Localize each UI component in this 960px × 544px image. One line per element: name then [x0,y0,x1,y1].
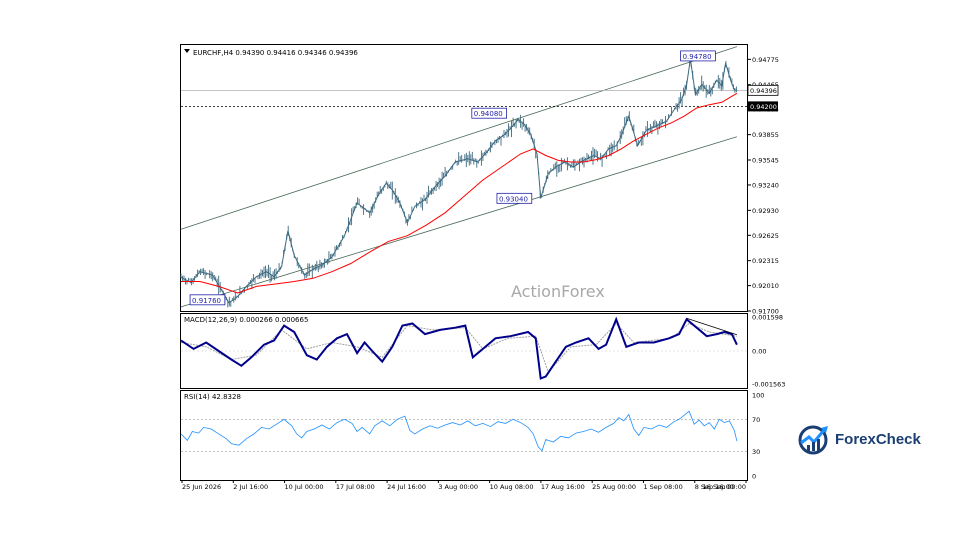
forexcheck-logo [797,423,927,455]
price-annotation-box [680,50,716,62]
macd-axis: 0.001598 0.00 -0.001563 [752,314,785,389]
time-tick-label: 25 Jun 2026 [182,483,221,491]
level-price-label: 0.94200 [750,103,777,111]
price-annotation-box [496,192,533,204]
annotations: 0.91760 0.94080 0.93040 0.94780 0.94396 0.942… [189,50,779,306]
time-axis: 25 Jun 2026 2 Jul 16:00 10 Jul 00:00 17 Jul… [181,480,747,491]
price-tick-label: 0.94775 [752,56,779,64]
price-bars [180,60,737,308]
price-annotation-label: 0.93040 [499,195,528,203]
time-tick-label: 8 Sep 16:00 [695,483,734,491]
price-panel-frame [180,44,748,312]
last-price-label: 0.94396 [750,87,777,95]
macd-trendline [686,317,738,336]
price-tick-label: 0.92010 [752,282,779,290]
rsi-series [180,410,747,452]
price-tick-label: 0.93240 [752,181,779,189]
dropdown-arrow-icon[interactable] [184,49,190,53]
watermark: ActionForex [511,282,605,301]
rsi-panel-frame [180,390,748,481]
rsi-tick-label: 100 [752,392,764,400]
price-annotation-label: 0.91760 [192,297,221,305]
price-annotation-label: 0.94780 [683,53,712,61]
time-tick-label: 1 Sep 08:00 [643,483,682,491]
price-tick-label: 0.93545 [752,156,779,164]
channel-lower-line [180,136,738,308]
rsi-axis: 100 70 30 0 [752,392,764,481]
rsi-tick-label: 0 [752,472,756,480]
macd-tick-label: 0.001598 [752,314,783,322]
macd-signal-line [180,322,737,374]
price-line [180,58,737,304]
time-tick-label: 25 Aug 00:00 [592,483,636,491]
time-tick-label: 2 Jul 16:00 [233,483,268,491]
macd-panel-frame [180,313,748,389]
price-annotation-label: 0.94080 [474,110,503,118]
globe-icon [798,425,828,455]
macd-tick-label: 0.00 [752,348,766,356]
rsi-line [180,410,738,452]
last-price-box [747,84,779,96]
macd-series [180,316,747,380]
price-tick-label: 0.93855 [752,131,779,139]
moving-average-line [181,92,738,294]
macd-tick-label: -0.001563 [752,381,785,389]
time-tick-label: 16 Sep 00:00 [703,483,746,491]
level-price-box [748,101,778,112]
macd-line [180,316,738,380]
price-tick-label: 0.91700 [752,308,779,316]
price-tick-label: 0.92930 [752,207,779,215]
price-annotation-box [189,294,226,306]
chart-header: EURCHF,H4 0.94390 0.94416 0.94346 0.9439… [193,49,358,57]
brand-name: ForexCheck [835,431,921,448]
price-annotation-box [471,107,508,119]
time-tick-label: 3 Aug 00:00 [438,483,478,491]
time-tick-label: 24 Jul 16:00 [387,483,426,491]
time-tick-label: 17 Aug 16:00 [541,483,585,491]
price-tick-label: 0.92315 [752,257,779,265]
rsi-tick-label: 30 [752,448,760,456]
rsi-label: RSI(14) 42.8328 [184,393,241,401]
time-tick-label: 17 Jul 08:00 [336,483,375,491]
price-tick-label: 0.92625 [752,232,779,240]
time-tick-label: 10 Jul 00:00 [285,483,324,491]
channel-upper-line [180,46,738,230]
macd-label: MACD(12,26,9) 0.000266 0.000665 [184,316,308,324]
price-series [180,46,747,308]
rsi-tick-label: 70 [752,416,760,424]
time-tick-label: 10 Aug 08:00 [490,483,534,491]
